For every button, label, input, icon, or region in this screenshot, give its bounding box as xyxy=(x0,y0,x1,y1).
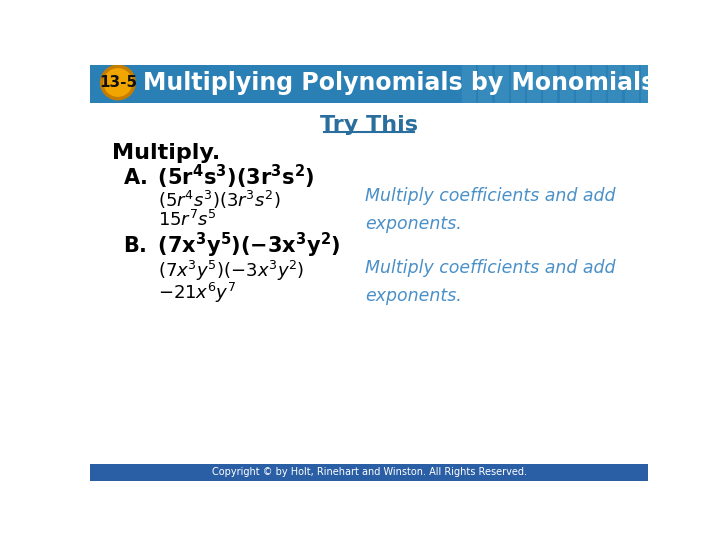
FancyBboxPatch shape xyxy=(90,61,648,103)
Text: Multiply coefficients and add
exponents.: Multiply coefficients and add exponents. xyxy=(365,187,616,233)
Text: Multiply coefficients and add
exponents.: Multiply coefficients and add exponents. xyxy=(365,259,616,305)
FancyBboxPatch shape xyxy=(559,62,574,103)
FancyBboxPatch shape xyxy=(544,62,557,103)
Text: Copyright © by Holt, Rinehart and Winston. All Rights Reserved.: Copyright © by Holt, Rinehart and Winsto… xyxy=(212,467,526,477)
Text: $\bf{B.\ (7x^3y^5)(-3x^3y^2)}$: $\bf{B.\ (7x^3y^5)(-3x^3y^2)}$ xyxy=(122,231,341,260)
FancyBboxPatch shape xyxy=(576,62,590,103)
FancyBboxPatch shape xyxy=(478,62,492,103)
Text: $15r^7s^5$: $15r^7s^5$ xyxy=(158,210,217,231)
FancyBboxPatch shape xyxy=(625,62,639,103)
Text: $-21x^6y^7$: $-21x^6y^7$ xyxy=(158,281,236,305)
FancyBboxPatch shape xyxy=(641,62,655,103)
Text: Multiplying Polynomials by Monomials: Multiplying Polynomials by Monomials xyxy=(143,71,655,94)
Text: $(7x^3y^5)(-3x^3y^2)$: $(7x^3y^5)(-3x^3y^2)$ xyxy=(158,259,305,283)
Text: 13-5: 13-5 xyxy=(99,75,137,90)
FancyBboxPatch shape xyxy=(527,62,541,103)
FancyBboxPatch shape xyxy=(593,62,606,103)
Circle shape xyxy=(102,66,134,99)
Text: Try This: Try This xyxy=(320,115,418,135)
Text: $(5r^4s^3)(3r^3s^2)$: $(5r^4s^3)(3r^3s^2)$ xyxy=(158,188,281,211)
Text: $\bf{A.\ (5r^4s^3)(3r^3s^2)}$: $\bf{A.\ (5r^4s^3)(3r^3s^2)}$ xyxy=(122,163,314,191)
FancyBboxPatch shape xyxy=(90,464,648,481)
FancyBboxPatch shape xyxy=(510,62,525,103)
Text: Multiply.: Multiply. xyxy=(112,143,220,163)
FancyBboxPatch shape xyxy=(608,62,622,103)
FancyBboxPatch shape xyxy=(462,62,476,103)
FancyBboxPatch shape xyxy=(495,62,508,103)
